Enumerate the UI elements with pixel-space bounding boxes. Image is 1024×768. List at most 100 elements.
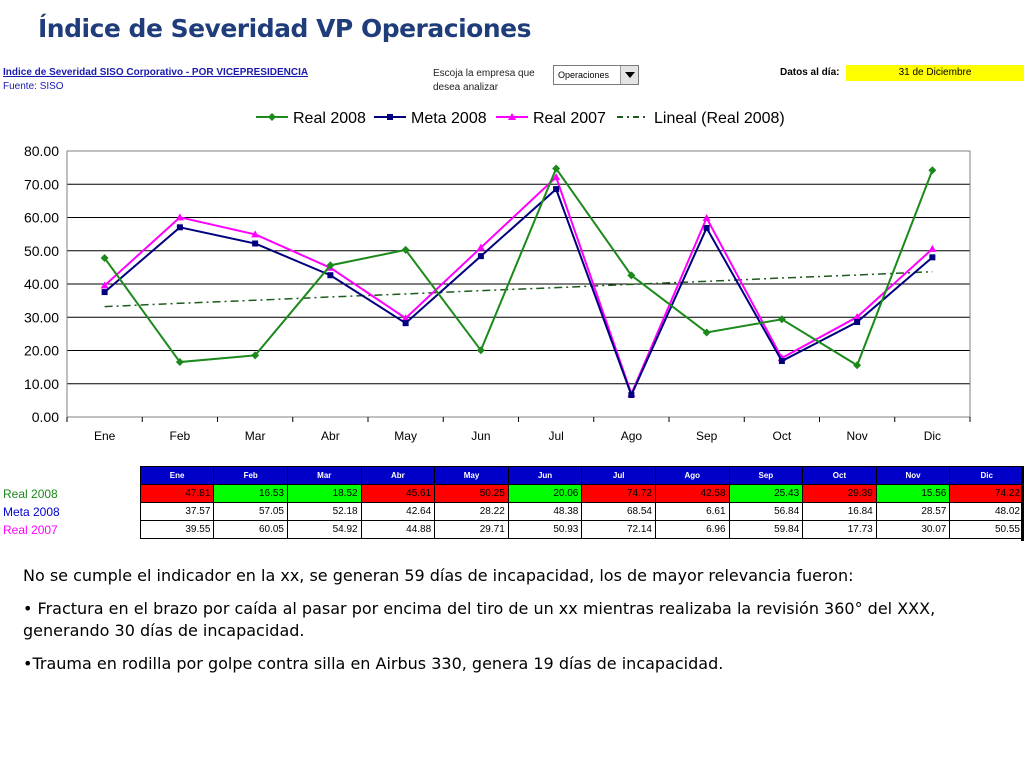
- marker-square: [854, 319, 861, 326]
- marker-triangle: [401, 314, 410, 322]
- row-label: Real 2008: [3, 486, 58, 501]
- table-cell: 42.58: [654, 484, 730, 503]
- table-cell: 29.71: [434, 520, 509, 539]
- table-corner-cell: [0, 466, 141, 485]
- table-cell: 50.25: [434, 484, 509, 503]
- marker-diamond: [627, 271, 636, 280]
- table-cell: 18.52: [287, 484, 362, 503]
- table-cell: 28.57: [875, 502, 951, 521]
- series-line: [104, 270, 933, 308]
- x-tick-label: Mar: [245, 429, 266, 443]
- table-cell: 29.39: [802, 484, 877, 503]
- x-tick-label: Oct: [773, 429, 792, 443]
- table-cell: 45.61: [360, 484, 436, 503]
- table-cell: 16.84: [802, 502, 877, 521]
- table-cell: 50.55: [949, 520, 1024, 539]
- marker-diamond: [853, 361, 862, 370]
- table-header-cell: Ene: [139, 466, 215, 485]
- row-label: Meta 2008: [3, 504, 60, 519]
- marker-diamond: [476, 346, 485, 355]
- table-header-cell: Ago: [654, 466, 730, 485]
- table-header-cell: Dic: [949, 466, 1024, 485]
- marker-triangle: [100, 281, 109, 289]
- y-tick-label: 10.00: [24, 376, 59, 392]
- table-cell: 15.56: [875, 484, 951, 503]
- marker-square: [703, 225, 710, 232]
- table-cell: 60.05: [213, 520, 288, 539]
- table-cell: 56.84: [728, 502, 804, 521]
- chevron-down-icon: [624, 72, 635, 78]
- marker-triangle: [175, 213, 184, 221]
- table-header-cell: Feb: [213, 466, 288, 485]
- company-prompt: Escoja la empresa que desea analizar: [433, 67, 535, 95]
- series-line: [103, 187, 934, 398]
- notes: No se cumple el indicador en la xx, se g…: [23, 565, 1008, 686]
- legend-label: Real 2007: [533, 110, 606, 127]
- table-cell: 25.43: [728, 484, 804, 503]
- table-cell: 16.53: [213, 484, 288, 503]
- company-prompt-line2: desea analizar: [433, 82, 499, 93]
- marker-triangle: [251, 230, 260, 238]
- table-cell: 59.84: [728, 520, 804, 539]
- marker-diamond: [552, 164, 561, 173]
- table-header-cell: Mar: [287, 466, 362, 485]
- marker-square: [402, 320, 409, 327]
- report-link[interactable]: Indice de Severidad SISO Corporativo - P…: [3, 67, 309, 78]
- y-tick-label: 50.00: [24, 243, 59, 259]
- table-cell: 54.92: [287, 520, 362, 539]
- table-header-row: Ene Feb Mar Abr May Jun Jul Ago Sep Oct Nov Dic: [0, 466, 1024, 485]
- x-tick-label: Ene: [94, 429, 116, 443]
- table-row: Real 2007 39.55 60.05 54.92 44.88 29.71 50.93 7…: [0, 520, 1024, 539]
- y-tick-label: 80.00: [24, 143, 59, 159]
- marker-triangle: [552, 173, 561, 181]
- marker-triangle: [508, 113, 516, 120]
- x-tick-label: Sep: [696, 429, 718, 443]
- table-header-cell: Jun: [507, 466, 583, 485]
- table-edge-bar: [1021, 466, 1024, 541]
- x-tick-label: Ago: [621, 429, 643, 443]
- marker-diamond: [777, 315, 786, 324]
- marker-square: [628, 392, 635, 399]
- company-select[interactable]: Operaciones: [553, 65, 639, 85]
- legend-label: Lineal (Real 2008): [654, 110, 785, 127]
- x-tick-label: Abr: [321, 429, 340, 443]
- date-label: Datos al día:: [780, 67, 840, 78]
- x-tick-label: Feb: [170, 429, 191, 443]
- table-header-cell: Nov: [875, 466, 951, 485]
- table-cell: 39.55: [139, 520, 215, 539]
- marker-diamond: [326, 261, 335, 270]
- date-value: 31 de Diciembre: [846, 65, 1024, 81]
- table-header-cell: Jul: [581, 466, 656, 485]
- legend-label: Meta 2008: [411, 110, 487, 127]
- table-header-cell: Abr: [360, 466, 436, 485]
- y-tick-label: 60.00: [24, 210, 59, 226]
- note-item-1: • Fractura en el brazo por caída al pasa…: [23, 599, 936, 640]
- table-cell: 6.96: [654, 520, 730, 539]
- marker-square: [101, 289, 108, 296]
- marker-square: [778, 358, 785, 365]
- x-tick-label: Dic: [924, 429, 941, 443]
- table-cell: 50.93: [507, 520, 583, 539]
- table-cell: 28.22: [434, 502, 509, 521]
- table-cell: 42.64: [360, 502, 436, 521]
- marker-triangle: [702, 214, 711, 222]
- page-title: Índice de Severidad VP Operaciones: [38, 14, 531, 43]
- marker-diamond: [251, 351, 260, 360]
- x-tick-label: Jul: [548, 429, 563, 443]
- company-select-value: Operaciones: [558, 70, 610, 80]
- severity-line-chart: 0.00 10.00 20.00 30.00 40.00 50.00 60.00 70.00 8…: [24, 110, 971, 443]
- row-label: Real 2007: [3, 522, 58, 537]
- table-cell: 57.05: [213, 502, 288, 521]
- y-tick-label: 30.00: [24, 309, 59, 325]
- marker-square: [553, 186, 560, 193]
- table-header-cell: Sep: [728, 466, 804, 485]
- y-tick-label: 70.00: [24, 176, 59, 192]
- y-tick-label: 40.00: [24, 276, 59, 292]
- series-line: [103, 175, 934, 397]
- dropdown-button[interactable]: [620, 66, 638, 84]
- table-cell: 37.57: [139, 502, 215, 521]
- marker-square: [327, 272, 334, 279]
- marker-square: [252, 240, 259, 247]
- x-tick-label: Jun: [471, 429, 490, 443]
- x-tick-label: Nov: [846, 429, 867, 443]
